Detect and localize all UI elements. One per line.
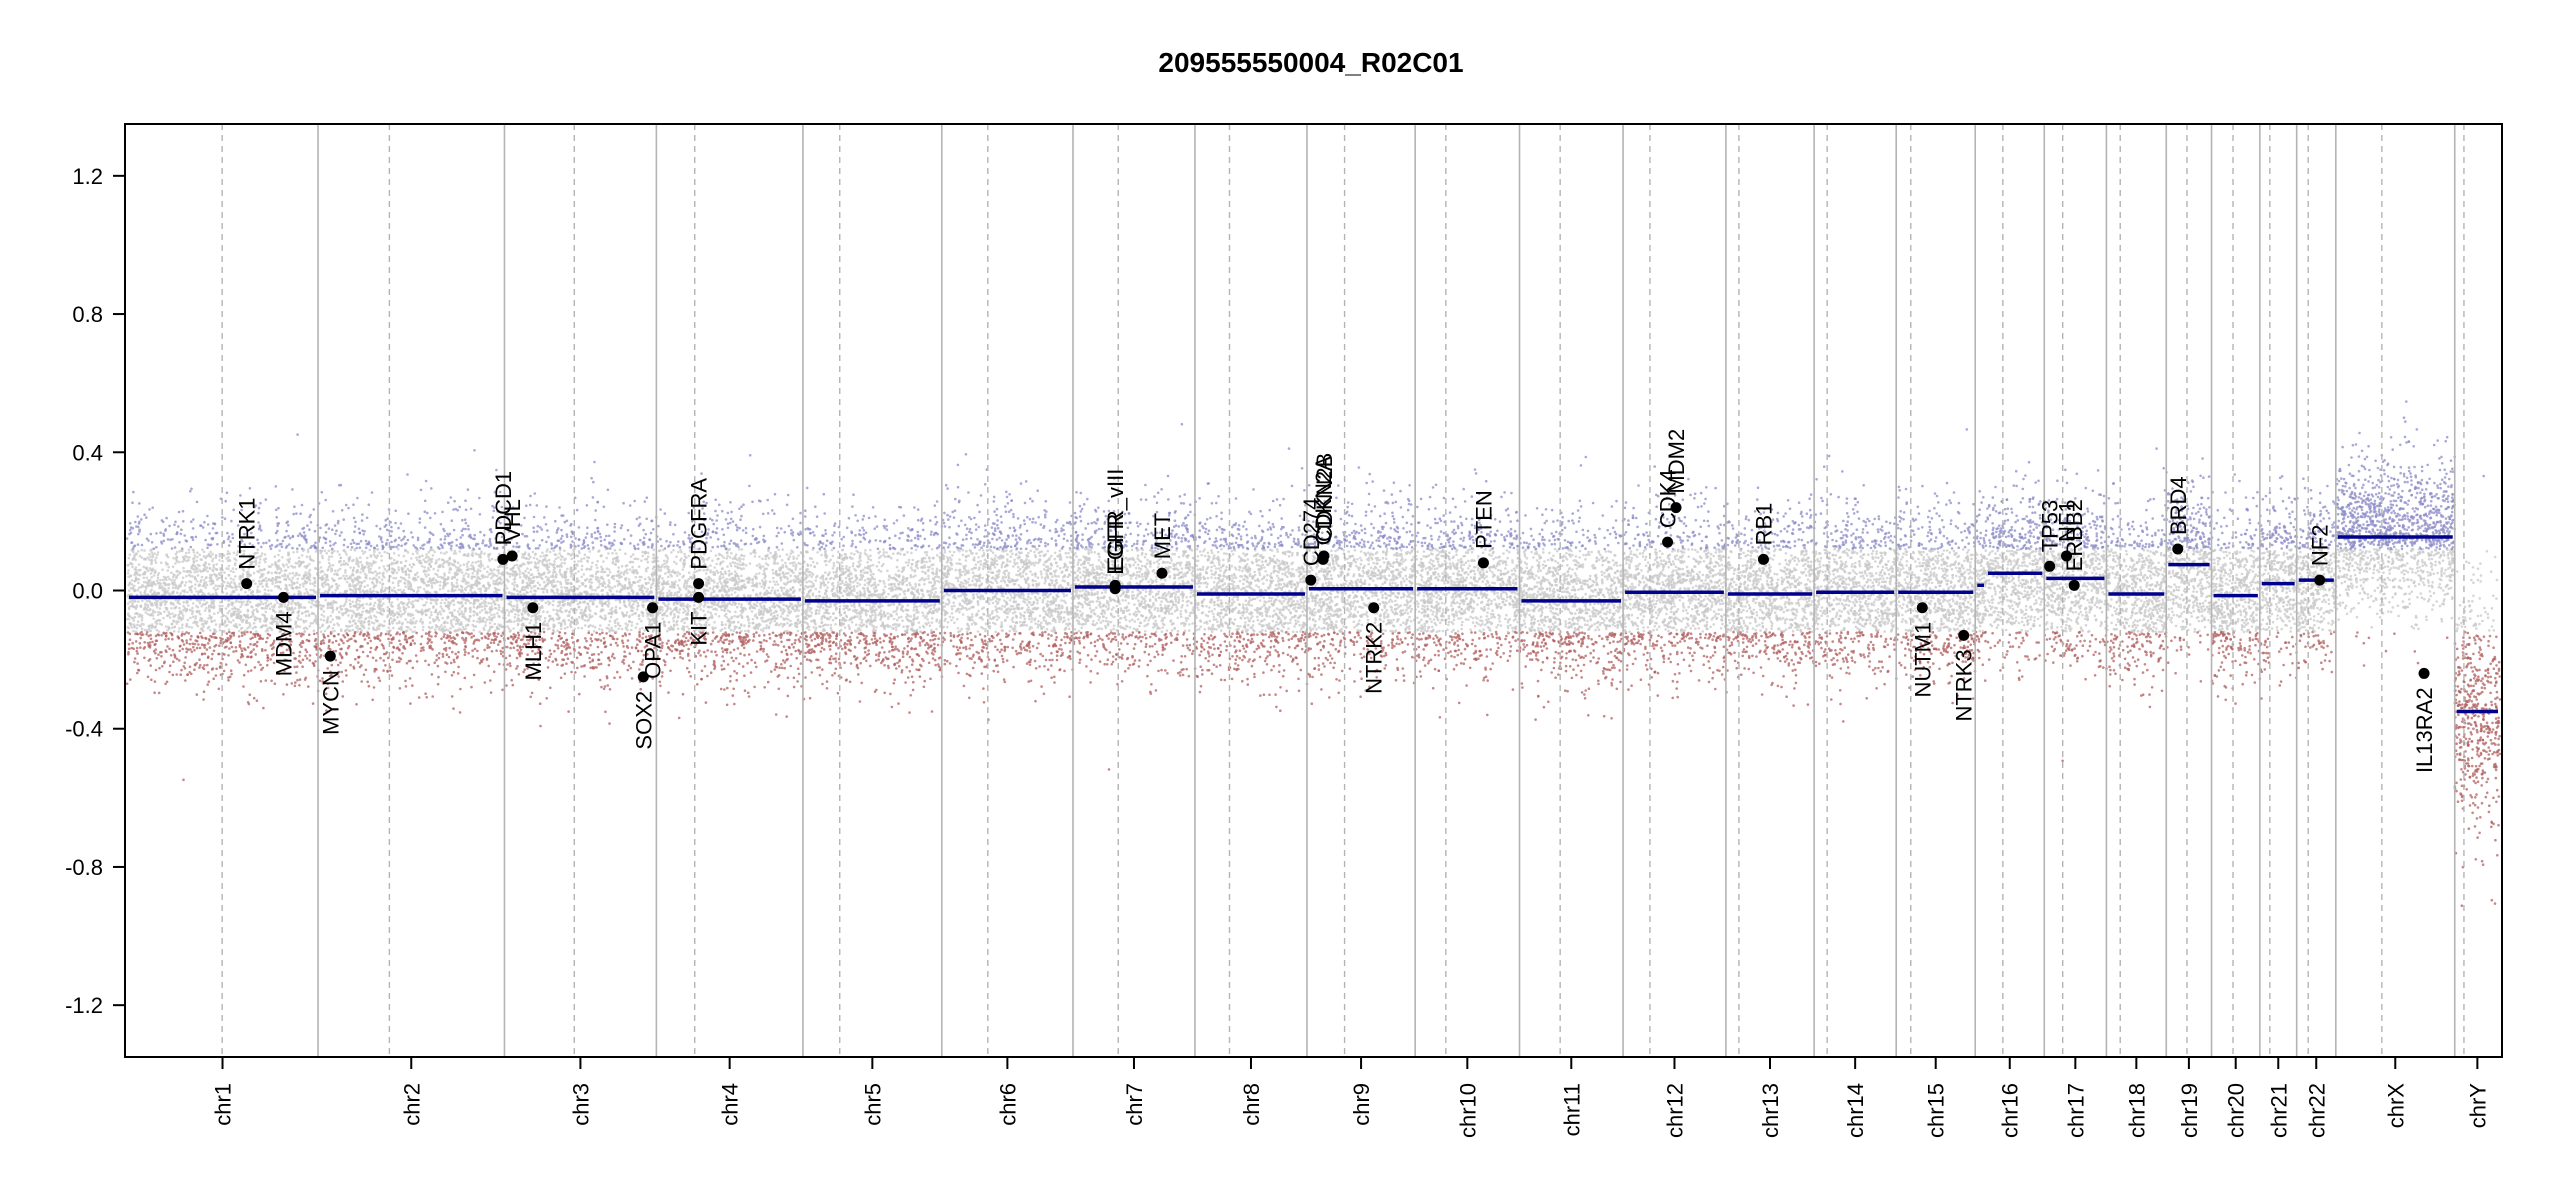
gene-point-NTRK3 xyxy=(1958,630,1969,641)
gene-label-MLH1: MLH1 xyxy=(521,622,546,681)
gene-point-NTRK1 xyxy=(241,578,252,589)
chromosome-label-chr19: chr19 xyxy=(2177,1083,2202,1138)
gene-point-PTEN xyxy=(1478,557,1489,568)
chromosome-label-chr16: chr16 xyxy=(1998,1083,2023,1138)
gene-label-IL13RA2: IL13RA2 xyxy=(2412,687,2437,773)
gene-point-OPA1 xyxy=(647,602,658,613)
chromosome-label-chr12: chr12 xyxy=(1662,1083,1687,1138)
y-tick-label: -0.8 xyxy=(65,855,103,880)
chromosome-label-chr5: chr5 xyxy=(860,1083,885,1126)
gene-point-MDM4 xyxy=(278,592,289,603)
gene-label-MET: MET xyxy=(1150,513,1175,559)
gene-point-KIT xyxy=(693,592,704,603)
gene-point-NTRK2 xyxy=(1368,602,1379,613)
chromosome-label-chr1: chr1 xyxy=(211,1083,236,1126)
gene-label-CDKN2B: CDKN2B xyxy=(1312,453,1337,542)
chromosome-label-chr7: chr7 xyxy=(1122,1083,1147,1126)
y-axis: -1.2 -0.8 -0.4 0.0 0.4 0.8 1.2 xyxy=(65,164,125,1018)
gene-label-MDM2: MDM2 xyxy=(1664,429,1689,494)
y-tick-label: -0.4 xyxy=(65,717,103,742)
gene-label-SOX2: SOX2 xyxy=(631,691,656,750)
y-tick-label: 0.4 xyxy=(72,440,103,465)
chromosome-label-chr9: chr9 xyxy=(1349,1083,1374,1126)
gene-label-VHL: VHL xyxy=(500,499,525,542)
gene-point-PDGFRA xyxy=(693,578,704,589)
chromosome-label-chr22: chr22 xyxy=(2304,1083,2329,1138)
chromosome-label-chr13: chr13 xyxy=(1758,1083,1783,1138)
chromosome-label-chr6: chr6 xyxy=(995,1083,1020,1126)
gene-point-VHL xyxy=(507,550,518,561)
gene-point-CDKN2B xyxy=(1318,550,1329,561)
chromosome-label-chr15: chr15 xyxy=(1924,1083,1949,1138)
gene-point-NUTM1 xyxy=(1917,602,1928,613)
gene-point-ERBB2 xyxy=(2069,580,2080,591)
y-tick-label: 0.0 xyxy=(72,579,103,604)
gene-point-CDK4 xyxy=(1662,537,1673,548)
gene-label-RB1: RB1 xyxy=(1751,503,1776,546)
x-axis: chr1 chr2 chr3 chr4 chr5 chr6 chr7 chr8 chr9 chr1… xyxy=(211,1057,2491,1138)
gene-point-RB1 xyxy=(1758,554,1769,565)
chromosome-label-chr2: chr2 xyxy=(399,1083,424,1126)
chromosome-label-chrY: chrY xyxy=(2465,1083,2490,1129)
gene-point-NF2 xyxy=(2314,575,2325,586)
gene-point-IL13RA2 xyxy=(2419,668,2430,679)
gene-point-MYCN xyxy=(325,651,336,662)
gene-point-EGFR_vIII xyxy=(1110,580,1121,591)
chromosome-label-chr4: chr4 xyxy=(718,1083,743,1126)
chromosome-label-chr10: chr10 xyxy=(1455,1083,1480,1138)
gene-label-KIT: KIT xyxy=(687,611,712,645)
chromosome-label-chr20: chr20 xyxy=(2224,1083,2249,1138)
gene-label-NF2: NF2 xyxy=(2308,525,2333,567)
chromosome-label-chr3: chr3 xyxy=(568,1083,593,1126)
gene-point-TP53 xyxy=(2044,561,2055,572)
gene-label-PTEN: PTEN xyxy=(1471,490,1496,549)
chart-title: 209555550004_R02C01 xyxy=(1158,47,1463,78)
gene-label-PDGFRA: PDGFRA xyxy=(687,478,712,570)
gene-point-BRD4 xyxy=(2172,544,2183,555)
gene-label-EGFR_vIII: EGFR_vIII xyxy=(1103,469,1128,572)
gene-label-NTRK1: NTRK1 xyxy=(235,497,260,569)
chromosome-label-chr11: chr11 xyxy=(1559,1083,1584,1136)
gene-label-NUTM1: NUTM1 xyxy=(1910,622,1935,698)
gene-label-NTRK3: NTRK3 xyxy=(1952,649,1977,721)
chromosome-label-chr14: chr14 xyxy=(1843,1083,1868,1138)
gene-label-ERBB2: ERBB2 xyxy=(2062,499,2087,571)
gene-label-OPA1: OPA1 xyxy=(641,622,666,679)
y-tick-label: 0.8 xyxy=(72,302,103,327)
gene-point-MET xyxy=(1156,568,1167,579)
chromosome-label-chr17: chr17 xyxy=(2063,1083,2088,1138)
chromosome-label-chrX: chrX xyxy=(2383,1083,2408,1129)
gene-label-BRD4: BRD4 xyxy=(2166,476,2191,535)
chromosome-label-chr21: chr21 xyxy=(2266,1083,2291,1138)
chromosome-label-chr18: chr18 xyxy=(2124,1083,2149,1138)
chromosome-label-chr8: chr8 xyxy=(1239,1083,1264,1126)
gene-point-MLH1 xyxy=(527,602,538,613)
gene-label-MYCN: MYCN xyxy=(318,670,343,735)
y-tick-label: 1.2 xyxy=(72,164,103,189)
gene-point-MDM2 xyxy=(1671,502,1682,513)
gene-label-NTRK2: NTRK2 xyxy=(1362,622,1387,694)
y-tick-label: -1.2 xyxy=(65,993,103,1018)
gene-point-CD274 xyxy=(1305,575,1316,586)
gene-label-MDM4: MDM4 xyxy=(272,611,297,676)
